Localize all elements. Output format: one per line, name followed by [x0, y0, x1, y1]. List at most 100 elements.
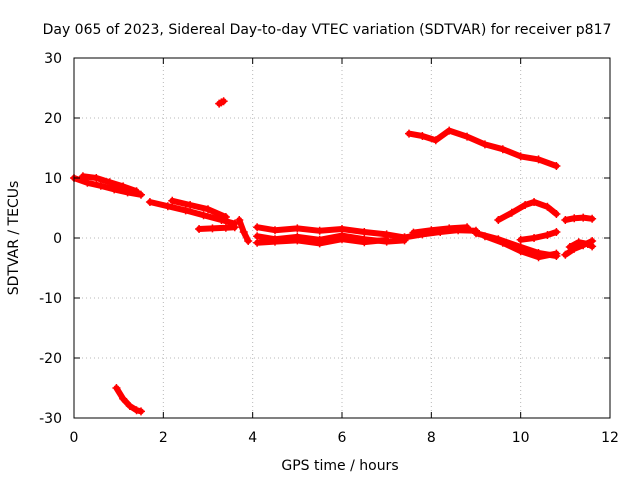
data-point-plus: [221, 213, 230, 221]
x-tick-label: 2: [159, 430, 168, 446]
data-point-plus: [132, 406, 141, 415]
data-point-plus: [570, 214, 579, 223]
x-tick-label: 10: [512, 430, 530, 446]
data-point-plus: [463, 132, 472, 141]
y-tick-label: -20: [39, 351, 62, 367]
series-trace: [517, 229, 560, 243]
data-point-plus: [271, 237, 279, 246]
data-point-plus: [315, 226, 324, 235]
data-point-plus: [132, 187, 141, 196]
data-point-plus: [181, 206, 190, 215]
series-trace: [566, 239, 596, 250]
data-point-plus: [530, 198, 539, 206]
data-point-plus: [552, 210, 561, 218]
data-point-plus: [543, 231, 552, 239]
x-axis-title: GPS time / hours: [281, 458, 398, 474]
y-tick-label: -10: [39, 291, 62, 307]
data-point-plus: [83, 178, 92, 187]
data-point-plus: [516, 235, 525, 244]
data-point-plus: [78, 172, 87, 181]
data-point-plus: [221, 223, 230, 232]
x-axis-ticks: 0 2 4 6 8 10 12: [70, 58, 619, 446]
data-point-plus: [244, 237, 253, 245]
data-point-plus: [494, 216, 503, 224]
data-point-plus: [105, 178, 114, 187]
data-point-plus: [208, 224, 217, 233]
data-point-plus: [293, 224, 302, 233]
data-point-plus: [253, 223, 262, 232]
data-point-plus: [463, 223, 472, 232]
data-point-plus: [552, 228, 561, 236]
series-trace: [169, 197, 229, 220]
data-point-plus: [480, 232, 489, 241]
data-point-plus: [315, 239, 324, 248]
data-point-plus: [271, 226, 279, 235]
x-tick-label: 4: [248, 430, 257, 446]
data-point-plus: [552, 162, 561, 170]
data-point-plus: [534, 253, 543, 262]
data-point-plus: [445, 126, 454, 135]
data-point-plus: [534, 155, 543, 164]
data-point-plus: [565, 243, 574, 251]
data-point-plus: [588, 242, 597, 251]
y-axis-ticks: -30 -20 -10 0 10 20 30: [39, 51, 610, 427]
y-tick-label: 0: [53, 231, 62, 247]
data-point-plus: [561, 250, 570, 259]
data-point-plus: [360, 228, 369, 236]
y-tick-label: -30: [39, 411, 62, 427]
data-point-plus: [445, 224, 454, 233]
data-point-plus: [293, 236, 302, 245]
data-point-plus: [498, 145, 507, 154]
y-tick-label: 10: [44, 171, 62, 187]
data-point-plus: [92, 174, 101, 182]
data-point-plus: [112, 384, 121, 392]
data-point-plus: [253, 238, 262, 247]
data-point-plus: [219, 97, 228, 106]
data-point-plus: [168, 196, 177, 205]
data-point-plus: [543, 202, 552, 211]
data-point-plus: [583, 240, 592, 248]
data-point-plus: [552, 249, 561, 258]
x-tick-label: 6: [338, 430, 347, 446]
data-point-plus: [239, 228, 248, 236]
y-axis-title: SDTVAR / TECUs: [6, 181, 22, 296]
y-tick-label: 30: [44, 51, 62, 67]
data-point-plus: [427, 226, 436, 235]
chart-title: Day 065 of 2023, Sidereal Day-to-day VTE…: [43, 22, 612, 38]
x-tick-label: 8: [427, 430, 436, 446]
x-tick-label: 12: [601, 430, 619, 446]
data-point-plus: [530, 234, 539, 242]
data-point-plus: [400, 233, 409, 242]
data-point-plus: [405, 129, 413, 138]
series-trace: [196, 224, 238, 232]
data-point-plus: [521, 201, 530, 209]
data-point-plus: [145, 198, 154, 206]
data-points: [70, 97, 597, 416]
data-point-plus: [163, 202, 172, 211]
data-point-plus: [431, 136, 440, 145]
data-point-plus: [195, 225, 204, 233]
data-point-plus: [516, 247, 525, 256]
series-trace: [406, 127, 560, 169]
data-point-plus: [382, 235, 391, 244]
series-trace: [113, 385, 144, 415]
data-point-plus: [204, 205, 212, 214]
data-point-plus: [516, 152, 525, 161]
data-point-plus: [96, 181, 105, 190]
data-point-plus: [409, 228, 418, 237]
data-point-plus: [472, 229, 480, 238]
data-point-plus: [119, 394, 128, 403]
data-point-plus: [230, 223, 239, 232]
data-point-plus: [235, 216, 244, 224]
data-point-plus: [507, 208, 516, 217]
data-point-plus: [119, 182, 128, 191]
data-point-plus: [588, 214, 597, 223]
data-point-plus: [574, 238, 583, 247]
data-point-plus: [418, 132, 427, 140]
data-point-plus: [338, 235, 346, 244]
data-point-plus: [498, 238, 507, 247]
data-point-plus: [125, 402, 134, 410]
x-tick-label: 0: [70, 430, 79, 446]
data-point-plus: [480, 140, 489, 149]
